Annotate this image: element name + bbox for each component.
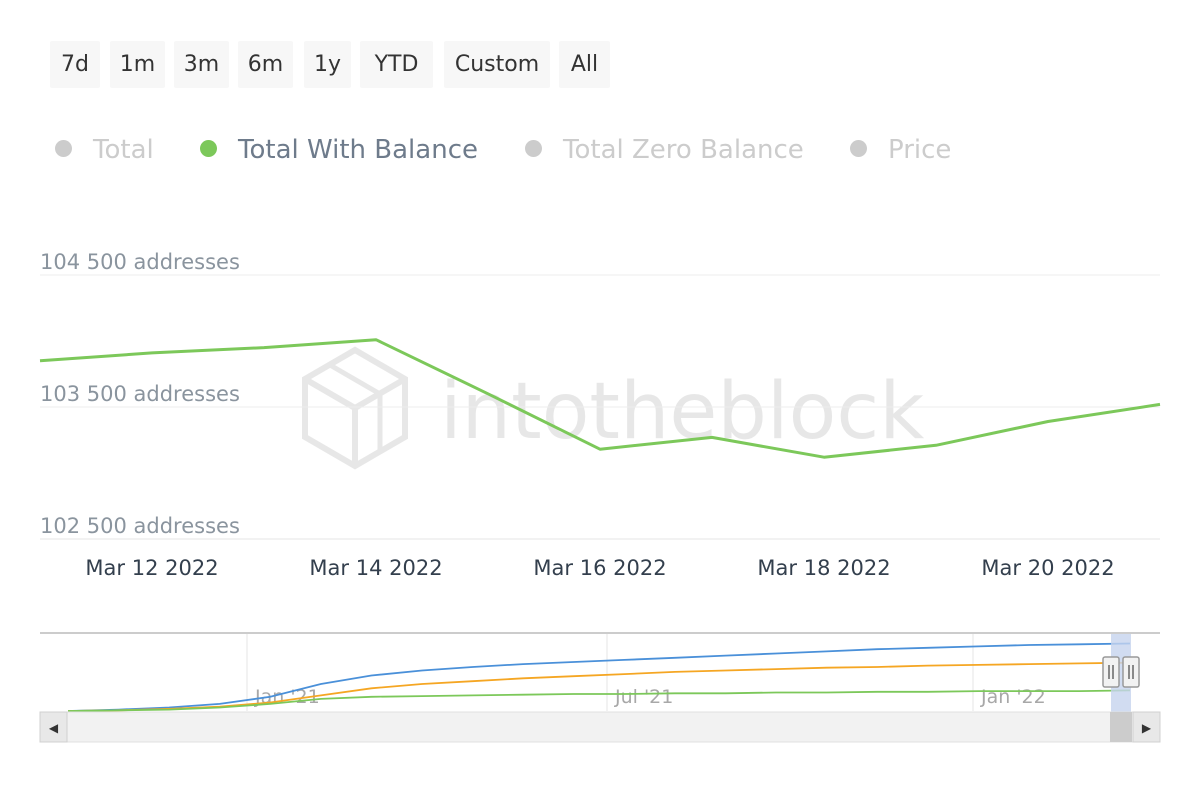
scrollbar[interactable]: ◀ ▶ (39, 711, 1161, 743)
scrollbar-left-arrow-icon: ◀ (49, 721, 59, 735)
range-1m-button[interactable]: 1m (110, 41, 165, 88)
navigator-handle-right[interactable] (1122, 656, 1140, 688)
navigator-selected-range[interactable] (1111, 634, 1131, 712)
legend-label: Total Zero Balance (563, 135, 804, 165)
y-axis: 102 500 addresses 103 500 addresses 104 50… (40, 250, 240, 538)
navigator[interactable]: Jan '21 Jul '21 Jan '22 ◀ ▶ (0, 620, 1200, 770)
y-tick-label: 102 500 addresses (40, 514, 240, 538)
navigator-series-line (67, 689, 1131, 712)
x-tick-label: Mar 20 2022 (981, 556, 1114, 580)
range-7d-button[interactable]: 7d (50, 41, 100, 88)
legend-item-price[interactable]: Price (850, 128, 951, 172)
navigator-series (67, 642, 1131, 712)
legend-dot-icon (850, 140, 867, 157)
grid (40, 274, 1160, 540)
x-tick-label: Mar 14 2022 (309, 556, 442, 580)
y-tick-label: 103 500 addresses (40, 382, 240, 406)
main-chart: intotheblock 102 500 addresses 103 500 ad… (39, 250, 1161, 580)
x-tick-label: Mar 16 2022 (533, 556, 666, 580)
legend-label: Price (888, 135, 952, 165)
navigator-series-line (67, 661, 1131, 712)
navigator-handle-left[interactable] (1102, 656, 1120, 688)
scrollbar-right-button[interactable] (1132, 711, 1161, 743)
navigator-x-tick-label: Jan '22 (980, 686, 1046, 708)
watermark-text: intotheblock (440, 367, 924, 457)
series-layer (39, 338, 1161, 459)
series-line-total-with-balance (39, 338, 1161, 459)
legend-dot-icon (200, 140, 217, 157)
watermark-logo-icon (302, 346, 408, 470)
legend-item-total-with-balance[interactable]: Total With Balance (200, 128, 478, 172)
legend-dot-icon (55, 140, 72, 157)
range-1y-button[interactable]: 1y (304, 41, 351, 88)
scrollbar-left-button[interactable] (39, 711, 68, 743)
legend-label: Total (93, 135, 154, 165)
legend-item-total[interactable]: Total (55, 128, 154, 172)
legend-label: Total With Balance (238, 135, 478, 165)
range-custom-button[interactable]: Custom (444, 41, 550, 88)
legend-item-total-zero-balance[interactable]: Total Zero Balance (525, 128, 804, 172)
range-all-button[interactable]: All (559, 41, 610, 88)
x-tick-label: Mar 18 2022 (757, 556, 890, 580)
scrollbar-right-arrow-icon: ▶ (1142, 721, 1152, 735)
range-3m-button[interactable]: 3m (174, 41, 229, 88)
scrollbar-thumb[interactable] (1110, 712, 1132, 742)
y-tick-label: 104 500 addresses (40, 250, 240, 274)
x-axis: Mar 12 2022 Mar 14 2022 Mar 16 2022 Mar 18 … (85, 556, 1114, 580)
scrollbar-track[interactable] (39, 711, 1161, 743)
range-ytd-button[interactable]: YTD (360, 41, 433, 88)
x-tick-label: Mar 12 2022 (85, 556, 218, 580)
range-6m-button[interactable]: 6m (238, 41, 293, 88)
navigator-series-line (67, 642, 1131, 712)
legend-dot-icon (525, 140, 542, 157)
navigator-x-tick-label: Jul '21 (614, 686, 673, 708)
